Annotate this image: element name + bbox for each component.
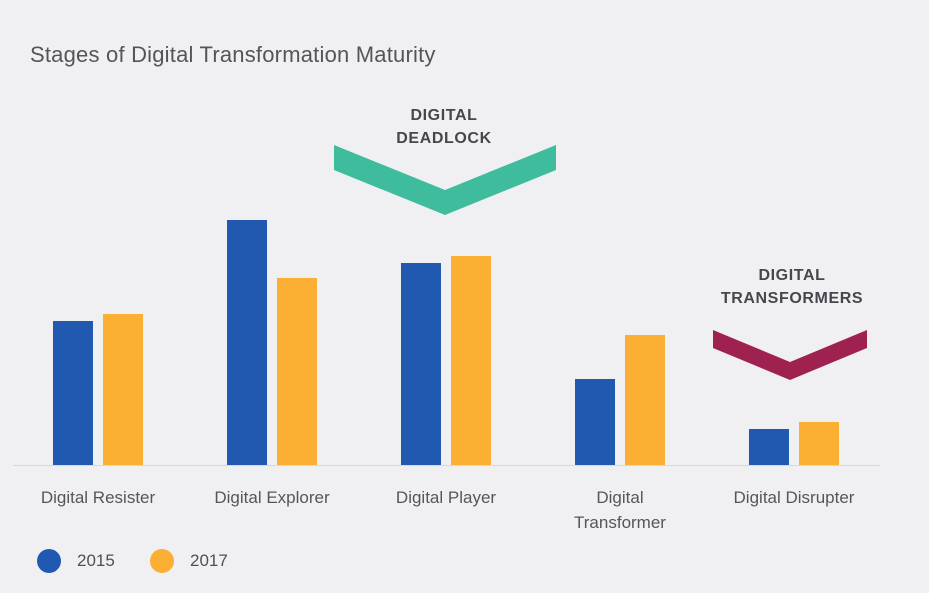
category-label-digital-explorer: Digital Explorer: [214, 488, 330, 507]
bar-2015-digital-explorer: [227, 220, 267, 465]
legend-item-2015: 2015: [37, 548, 115, 574]
page-title: Stages of Digital Transformation Maturit…: [30, 42, 436, 67]
bar-2017-digital-player: [451, 256, 491, 465]
bar-2015-digital-resister: [53, 321, 93, 465]
category-label-digital-disrupter: Digital Disrupter: [733, 488, 855, 507]
annotation-line: DIGITAL: [758, 267, 826, 284]
legend-item-2017: 2017: [150, 548, 228, 574]
annotation-digital-transformers: DIGITAL TRANSFORMERS: [681, 264, 903, 310]
category-label-digital-player: Digital Player: [395, 488, 497, 507]
digital-transformers-chevron-icon: [713, 330, 867, 380]
category-label-digital-transformer: Digital Transformer: [574, 488, 666, 532]
bar-2015-digital-disrupter: [749, 429, 789, 465]
bar-2015-digital-player: [401, 263, 441, 465]
bar-2015-digital-transformer: [575, 379, 615, 465]
digital-deadlock-chevron-icon: [334, 145, 556, 215]
bar-2017-digital-resister: [103, 314, 143, 465]
legend-dot-2015-icon: [37, 549, 61, 573]
chevron-down-shape: [713, 330, 867, 380]
legend-label-2017: 2017: [190, 551, 228, 570]
bar-2017-digital-explorer: [277, 278, 317, 465]
annotation-line: DEADLOCK: [396, 130, 492, 147]
annotation-line: DIGITAL: [410, 107, 478, 124]
category-label-digital-resister: Digital Resister: [40, 488, 156, 507]
legend-label-2015: 2015: [77, 551, 115, 570]
chevron-down-shape: [334, 145, 556, 215]
bar-2017-digital-transformer: [625, 335, 665, 465]
legend-dot-2017-icon: [150, 549, 174, 573]
annotation-line: TRANSFORMERS: [720, 290, 864, 307]
annotation-digital-deadlock: DIGITAL DEADLOCK: [333, 104, 555, 150]
bar-2017-digital-disrupter: [799, 422, 839, 465]
x-axis-line: [13, 465, 880, 466]
